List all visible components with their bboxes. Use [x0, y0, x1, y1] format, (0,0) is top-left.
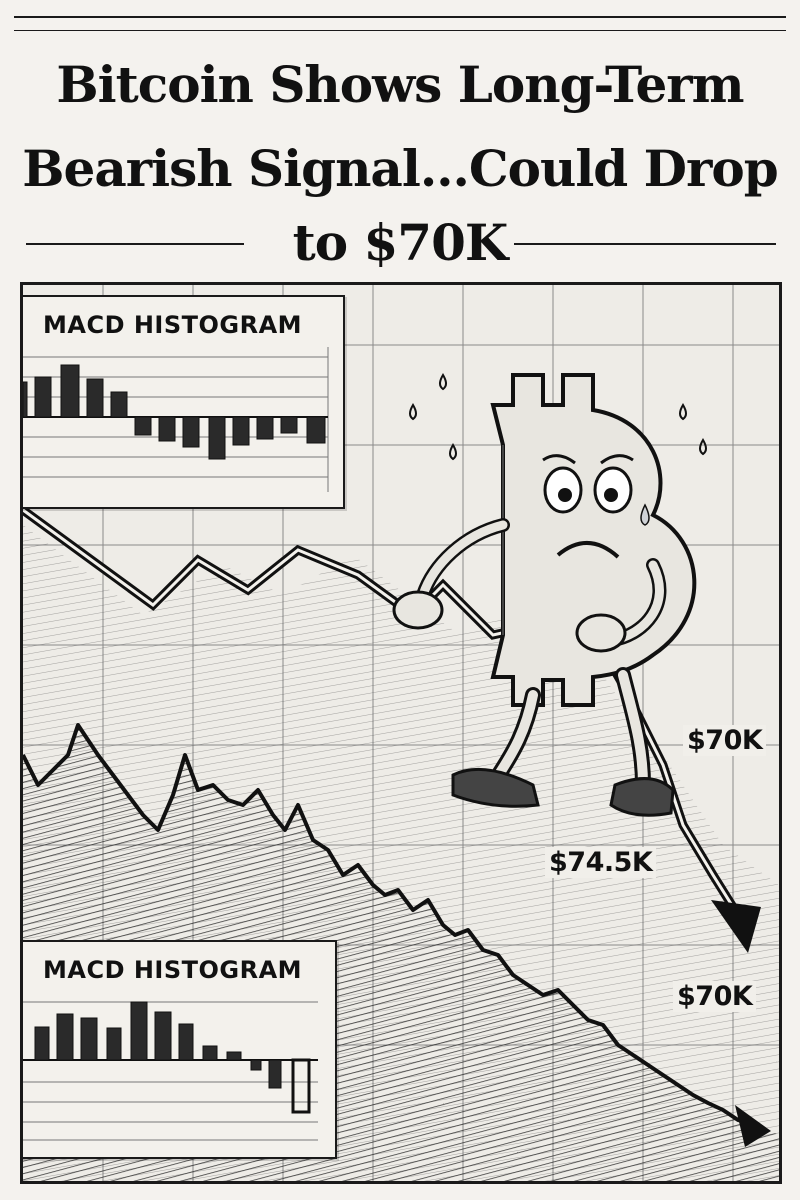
macd-histogram-title-top: MACD HISTOGRAM: [43, 311, 303, 339]
bitcoin-mascot-icon: [392, 373, 707, 817]
headline-line-3: to $70K: [292, 213, 509, 272]
price-label-middle: $74.5K: [545, 847, 657, 878]
macd-histogram-panel-bottom: MACD HISTOGRAM: [23, 940, 337, 1159]
macd-histogram-title-bottom: MACD HISTOGRAM: [43, 956, 303, 984]
macd-histogram-bars-top: [23, 347, 329, 492]
price-label-bottom: $70K: [673, 981, 757, 1012]
headline-rule-right: [514, 243, 776, 245]
lower-price-line: [23, 723, 754, 1125]
price-chart: MACD HISTOGRAM: [20, 282, 782, 1184]
headline-line-2: Bearish Signal…Could Drop: [22, 139, 778, 198]
price-label-top: $70K: [683, 725, 767, 756]
headline-rule-left: [26, 243, 244, 245]
lower-arrow-head: [735, 1105, 771, 1147]
top-rule-thin: [14, 30, 786, 31]
top-rule: [14, 16, 786, 18]
upper-arrow-head: [711, 900, 761, 953]
headline-line-1: Bitcoin Shows Long-Term: [56, 55, 744, 114]
macd-histogram-bars-bottom: [23, 1001, 318, 1141]
macd-histogram-panel-top: MACD HISTOGRAM: [23, 295, 345, 509]
